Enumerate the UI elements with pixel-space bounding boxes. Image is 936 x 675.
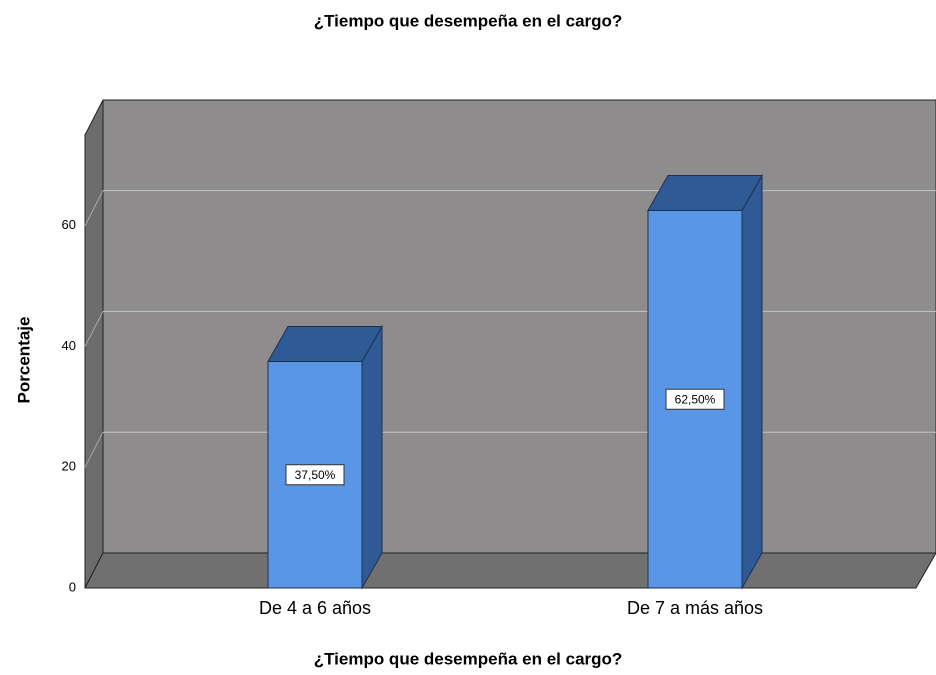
y-axis-label: Porcentaje [14,317,33,404]
x-axis-label: ¿Tiempo que desempeña en el cargo? [314,649,623,668]
bar-side [741,173,763,590]
y-tick-label: 40 [62,338,76,353]
side-wall [84,99,104,589]
value-label-box [285,464,345,486]
grid [84,190,936,468]
grid-line [84,190,104,226]
bar [267,361,363,589]
floor [84,552,936,589]
y-tick-label: 60 [62,217,76,232]
grid-line [84,311,104,347]
y-tick-label: 20 [62,459,76,474]
value-label: 62,50% [675,392,716,406]
bar-top [267,326,383,362]
bar-side [361,324,383,590]
grid-line [84,431,104,468]
x-tick-label: De 7 a más años [627,598,763,618]
bar-top [647,175,763,211]
chart-title: ¿Tiempo que desempeña en el cargo? [314,11,623,30]
back-wall [102,99,936,554]
value-label-box [665,388,725,410]
value-label: 37,50% [295,468,336,482]
y-tick-label: 0 [69,579,76,594]
x-tick-label: De 4 a 6 años [259,598,371,618]
